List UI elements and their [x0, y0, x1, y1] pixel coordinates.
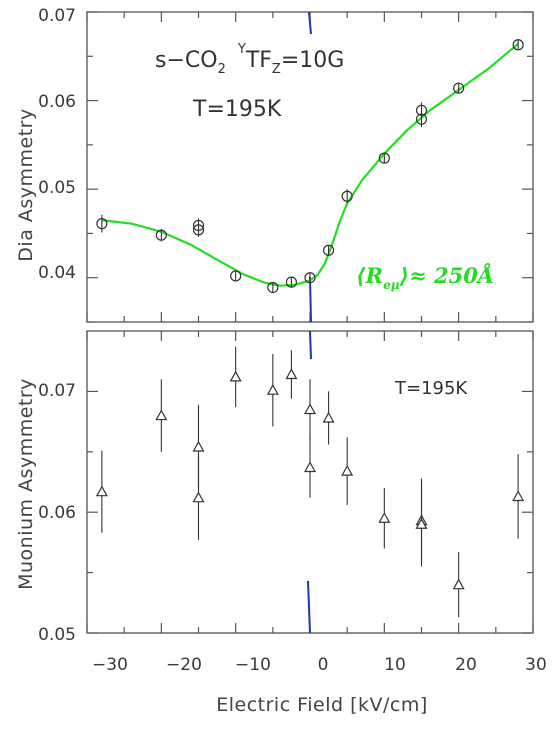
- dia-point: [304, 272, 316, 284]
- muonium-point: [341, 464, 354, 476]
- muonium-point: [155, 409, 168, 421]
- dia-point: [155, 229, 167, 241]
- dia-point: [341, 190, 353, 202]
- dia-point: [322, 244, 335, 256]
- zero-line-bottom-lower: [307, 580, 311, 634]
- muonium-point: [322, 411, 335, 423]
- top-temperature-annotation: T=195K: [192, 97, 282, 122]
- bottom-ytick-label: 0.07: [38, 381, 76, 401]
- muonium-point: [229, 370, 242, 382]
- bottom-ytick-label: 0.05: [38, 625, 76, 645]
- zero-line-bottom-stub: [309, 330, 312, 360]
- top-zero-line: [308, 11, 312, 323]
- top-ytick-label: 0.06: [38, 92, 76, 112]
- muonium-data-points: [95, 346, 525, 618]
- top-axis-ticks: [86, 11, 534, 323]
- dia-point: [453, 82, 465, 94]
- muonium-point: [512, 490, 525, 502]
- muonium-point: [192, 491, 205, 503]
- xtick-label: −10: [235, 655, 271, 675]
- dia-point: [230, 270, 242, 282]
- zero-line-top-stub: [308, 11, 312, 35]
- muonium-point: [285, 368, 298, 380]
- dia-point: [267, 281, 279, 294]
- muonium-point: [378, 512, 391, 523]
- xtick-label: 0: [318, 655, 329, 675]
- muonium-point: [303, 461, 317, 473]
- top-ytick-label: 0.04: [38, 263, 76, 283]
- dia-point: [415, 113, 428, 125]
- muonium-point: [192, 440, 205, 452]
- top-ytick-label: 0.07: [38, 6, 76, 26]
- top-y-axis-label: Dia Asymmetry: [15, 108, 37, 261]
- dia-point: [378, 152, 390, 164]
- xtick-label: 10: [384, 655, 406, 675]
- bottom-temperature-annotation: T=195K: [394, 378, 468, 399]
- xtick-label: 30: [525, 655, 547, 675]
- dia-point: [285, 276, 298, 288]
- zero-line-top-lower: [309, 276, 312, 323]
- dia-point: [96, 218, 108, 230]
- xtick-label: −30: [92, 655, 128, 675]
- muonium-point: [303, 403, 317, 415]
- fit-curve: [101, 43, 519, 287]
- bottom-ytick-label: 0.06: [38, 503, 76, 523]
- dia-point: [512, 39, 524, 51]
- top-ytick-label: 0.05: [38, 178, 76, 198]
- xtick-label: 20: [455, 655, 477, 675]
- muonium-point: [266, 383, 279, 395]
- bottom-zero-line: [307, 330, 312, 634]
- bottom-axis-ticks: [86, 331, 534, 634]
- sample-annotation: s−CO2YTFZ=10G: [155, 42, 344, 77]
- dia-data-points: [96, 39, 524, 294]
- radius-annotation: ⟨Reμ⟩≈ 250Å: [356, 263, 494, 292]
- x-axis-label: Electric Field [kV/cm]: [216, 694, 428, 716]
- bottom-y-axis-label: Muonium Asymmetry: [15, 378, 37, 590]
- muonium-point: [95, 485, 108, 497]
- muonium-point: [415, 518, 428, 529]
- muonium-point: [452, 578, 465, 590]
- dia-point: [192, 224, 205, 236]
- xtick-label: −20: [166, 655, 202, 675]
- fit-curve-group: [101, 43, 519, 287]
